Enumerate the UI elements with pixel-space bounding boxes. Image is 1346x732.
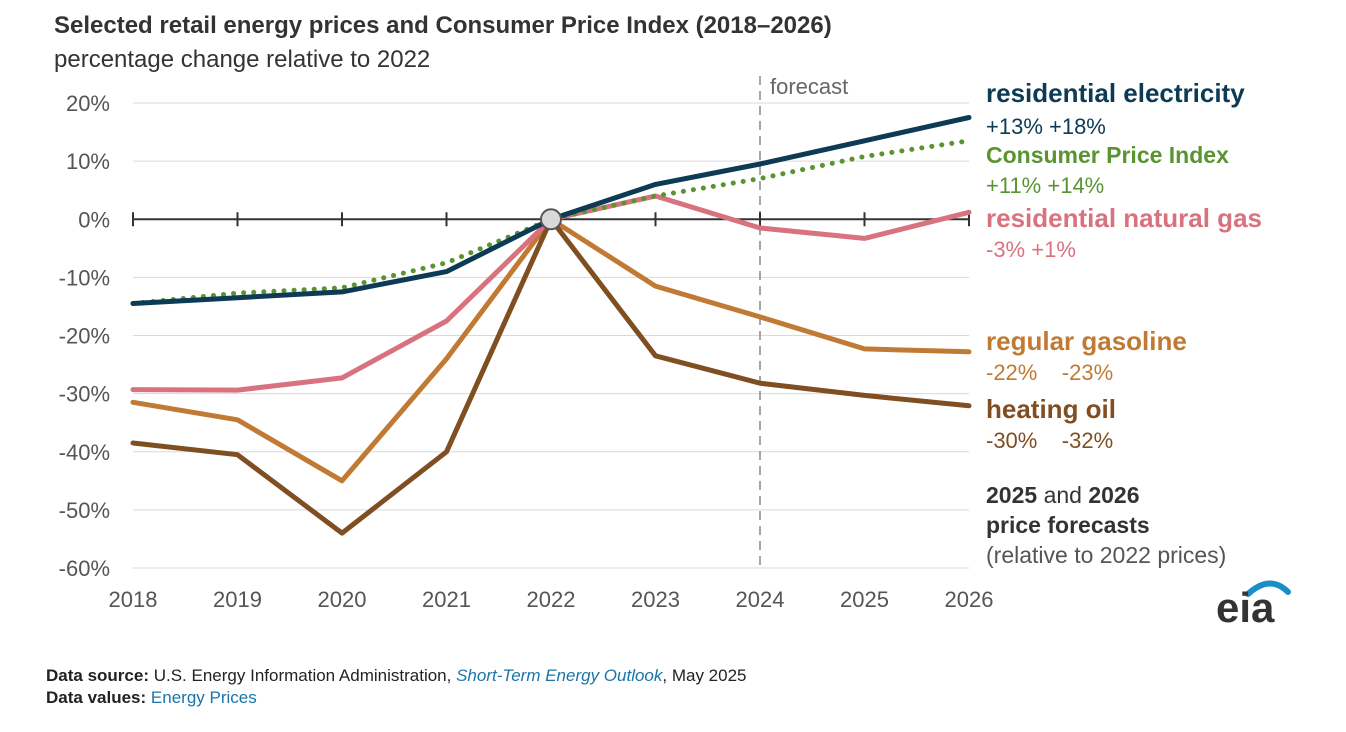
series-label-heating-oil: heating oil — [986, 394, 1116, 424]
eia-logo-text: eia — [1216, 584, 1275, 631]
series-values-residential-electricity: +13% +18% — [986, 114, 1106, 139]
x-tick-label: 2021 — [422, 587, 471, 612]
footer: Data source: U.S. Energy Information Adm… — [46, 665, 747, 709]
reference-point-2022 — [540, 208, 562, 231]
x-tick-label: 2018 — [109, 587, 158, 612]
series-label-regular-gasoline: regular gasoline — [986, 326, 1187, 356]
forecast-note: 2025 and 2026 price forecasts (relative … — [986, 480, 1226, 570]
series-lines — [130, 115, 972, 536]
x-tick-label: 2023 — [631, 587, 680, 612]
chart-title: Selected retail energy prices and Consum… — [54, 12, 832, 39]
y-tick-label: 20% — [66, 91, 110, 116]
x-tick-label: 2026 — [945, 587, 994, 612]
data-source-label: Data source: — [46, 666, 149, 685]
x-tick-label: 2022 — [527, 587, 576, 612]
x-tick-label: 2019 — [213, 587, 262, 612]
y-tick-label: 0% — [78, 207, 110, 232]
eia-logo-arc — [1245, 580, 1291, 597]
ste-outlook-link[interactable]: Short-Term Energy Outlook — [456, 666, 663, 685]
x-tick-label: 2020 — [318, 587, 367, 612]
x-tick-label: 2024 — [736, 587, 785, 612]
eia-logo: eia — [1216, 580, 1291, 631]
series-label-consumer-price-index: Consumer Price Index — [986, 142, 1229, 168]
y-tick-label: -30% — [59, 382, 110, 407]
forecast-year-1: 2025 — [986, 482, 1038, 508]
chart-subtitle: percentage change relative to 2022 — [54, 46, 431, 73]
data-source-text: U.S. Energy Information Administration, — [153, 666, 452, 685]
line-chart: forecast 20% 10% 0% -10% -20% -30% -40% -50% -60… — [59, 74, 994, 612]
data-values-line: Data values: Energy Prices — [46, 687, 747, 709]
forecast-and: and — [1043, 482, 1082, 508]
y-tick-label: -10% — [59, 265, 110, 290]
series-line-regular-gasoline — [130, 216, 972, 484]
series-line-heating-oil — [130, 216, 972, 536]
gridlines — [133, 102, 969, 569]
series-values-regular-gasoline: -22% -23% — [986, 360, 1114, 385]
y-axis: 20% 10% 0% -10% -20% -30% -40% -50% -60% — [59, 91, 110, 581]
series-line-consumer-price-index — [130, 138, 972, 306]
y-tick-label: 10% — [66, 149, 110, 174]
y-tick-label: -40% — [59, 440, 110, 465]
forecast-note-line2: price forecasts — [986, 512, 1150, 538]
y-tick-label: -50% — [59, 498, 110, 523]
series-values-residential-natural-gas: -3% +1% — [986, 237, 1076, 262]
forecast-label: forecast — [770, 74, 848, 99]
forecast-year-2: 2026 — [1088, 482, 1140, 508]
reference-marker — [540, 208, 562, 231]
energy-prices-link[interactable]: Energy Prices — [150, 688, 257, 707]
series-label-residential-natural-gas: residential natural gas — [986, 203, 1262, 233]
y-tick-label: -20% — [59, 324, 110, 349]
series-label-residential-electricity: residential electricity — [986, 78, 1245, 108]
x-tick-label: 2025 — [840, 587, 889, 612]
forecast-region: forecast — [759, 74, 848, 568]
series-values-heating-oil: -30% -32% — [986, 428, 1114, 453]
data-source-date: , May 2025 — [662, 666, 747, 685]
data-values-label: Data values: — [46, 688, 147, 707]
series-values-consumer-price-index: +11% +14% — [986, 173, 1105, 198]
data-source-line: Data source: U.S. Energy Information Adm… — [46, 665, 747, 687]
y-tick-label: -60% — [59, 556, 110, 581]
forecast-note-line3: (relative to 2022 prices) — [986, 542, 1227, 568]
x-axis-labels: 2018 2019 2020 2021 2022 2023 2024 2025 2026 — [109, 587, 994, 612]
